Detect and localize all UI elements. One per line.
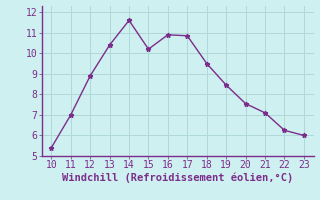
X-axis label: Windchill (Refroidissement éolien,°C): Windchill (Refroidissement éolien,°C): [62, 173, 293, 183]
